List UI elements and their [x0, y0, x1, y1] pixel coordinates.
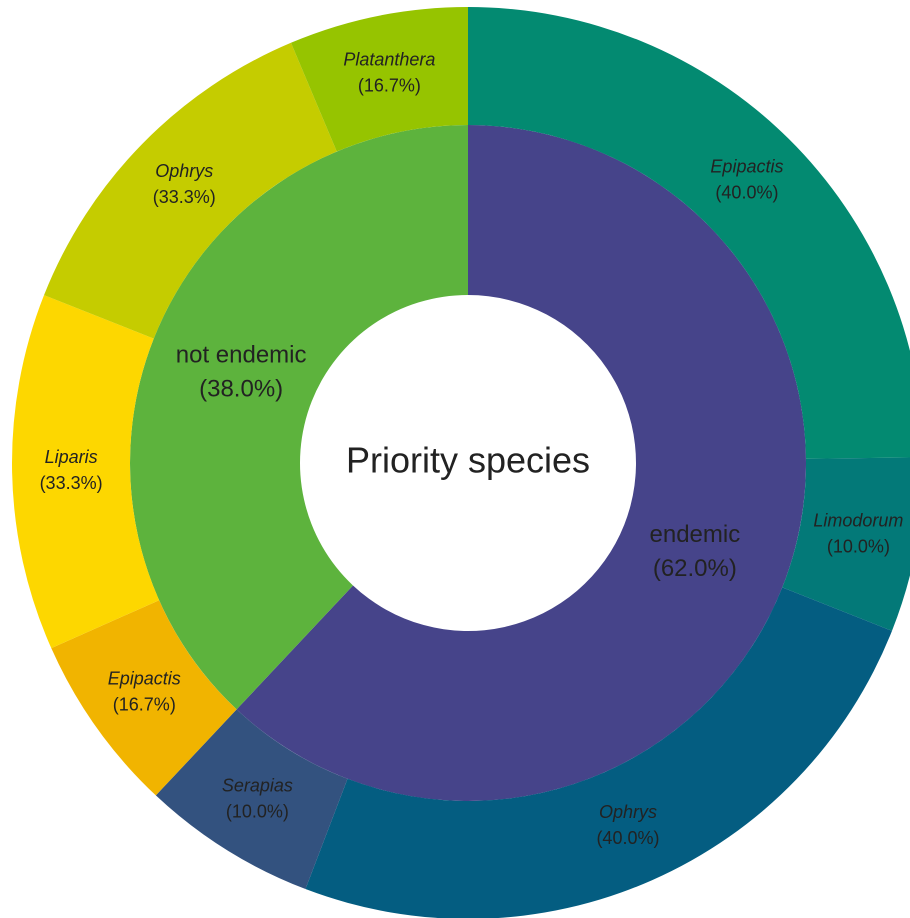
segment-label: Ophrys — [155, 161, 213, 181]
segment-value-label: (16.7%) — [358, 76, 421, 96]
segment-label: Ophrys — [599, 802, 657, 822]
inner-segment — [130, 125, 469, 710]
segment-value-label: (33.3%) — [40, 473, 103, 493]
segment-value-label: (10.0%) — [226, 801, 289, 821]
outer-segment — [782, 457, 910, 631]
segment-label: Epipactis — [710, 156, 783, 176]
segment-label: Platanthera — [343, 50, 435, 70]
inner-segment — [236, 125, 807, 801]
segment-label: not endemic — [176, 342, 307, 369]
segment-label: endemic — [650, 521, 741, 548]
segment-label: Epipactis — [108, 669, 181, 689]
segment-value-label: (33.3%) — [153, 187, 216, 207]
outer-segment — [305, 587, 892, 918]
outer-segment — [44, 42, 337, 339]
segment-value-label: (16.7%) — [113, 695, 176, 715]
center-label: Priority species — [346, 440, 590, 481]
segment-value-label: (40.0%) — [715, 182, 778, 202]
outer-segment — [11, 295, 160, 649]
segment-value-label: (40.0%) — [596, 828, 659, 848]
segment-label: Limodorum — [813, 511, 903, 531]
outer-segment — [155, 709, 348, 890]
outer-segment — [290, 7, 468, 152]
segment-value-label: (10.0%) — [827, 537, 890, 557]
segment-label: Liparis — [45, 447, 98, 467]
rings — [11, 7, 910, 918]
outer-segment — [468, 7, 910, 459]
labels: Epipactis (40.0%) Limodorum (10.0%) Ophrys (4… — [40, 50, 904, 848]
segment-label: Serapias — [222, 775, 293, 795]
segment-value-label: (38.0%) — [199, 376, 283, 403]
segment-value-label: (62.0%) — [653, 555, 737, 582]
outer-segment — [51, 600, 237, 796]
